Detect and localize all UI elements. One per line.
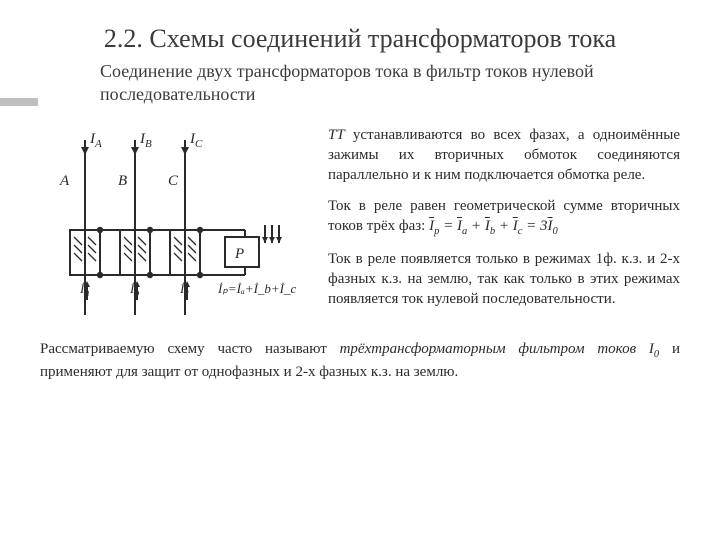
circuit-diagram: IA IB IC A B C bbox=[40, 125, 310, 325]
body-text: ТТ устанавливаются во всех фазах, а одно… bbox=[328, 125, 680, 320]
bottom-paragraph: Рассматриваемую схему часто называют трё… bbox=[40, 339, 680, 382]
label-IA-sub: A bbox=[94, 138, 102, 150]
svg-text:IB: IB bbox=[139, 131, 152, 150]
p2-formula: Iр = Ia + Ib + Ic = 3I0 bbox=[429, 218, 558, 234]
p1-tt: ТТ bbox=[328, 127, 345, 143]
diagram-equation: İₚ=İₐ+İ_b+İ_c bbox=[217, 281, 297, 296]
bottom-ital-text: трёхтрансформаторным фильтром токов I bbox=[340, 341, 654, 357]
label-IB-sub: B bbox=[145, 138, 152, 150]
label-relay: Р bbox=[234, 246, 244, 262]
page-title: 2.2. Схемы соединений трансформаторов то… bbox=[40, 24, 680, 54]
bottom-a: Рассматриваемую схему часто называют bbox=[40, 341, 340, 357]
paragraph-2: Ток в реле равен геометрической сумме вт… bbox=[328, 196, 680, 239]
p1-rest: устанавливаются во всех фазах, а одноимё… bbox=[328, 127, 680, 184]
content-row: IA IB IC A B C bbox=[40, 125, 680, 325]
svg-text:IA: IA bbox=[89, 131, 102, 150]
label-A: A bbox=[59, 173, 70, 189]
label-C: C bbox=[168, 173, 179, 189]
label-IC-sub: C bbox=[195, 138, 203, 150]
paragraph-3: Ток в реле появляется только в режимах 1… bbox=[328, 249, 680, 310]
page-subtitle: Соединение двух трансформаторов тока в ф… bbox=[100, 60, 680, 107]
accent-bar bbox=[0, 98, 38, 106]
paragraph-1: ТТ устанавливаются во всех фазах, а одно… bbox=[328, 125, 680, 186]
label-B: B bbox=[118, 173, 127, 189]
svg-text:IC: IC bbox=[189, 131, 203, 150]
